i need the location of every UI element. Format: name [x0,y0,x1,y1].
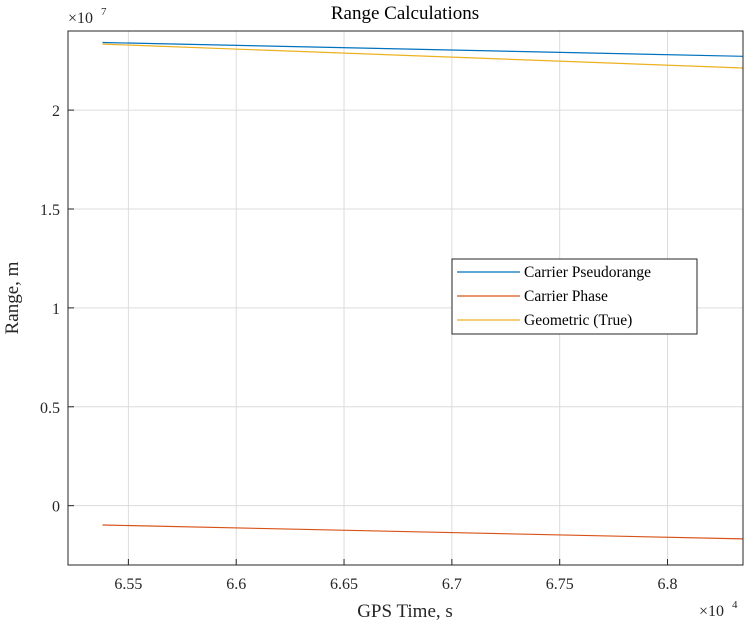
x-tick-label: 6.7 [442,576,462,593]
x-tick-label: 6.75 [546,576,574,593]
y-tick-label: 0 [52,499,60,516]
legend: Carrier Pseudorange Carrier Phase Geomet… [451,258,698,335]
x-tick-label: 6.55 [114,576,142,593]
y-tick-label: 0.5 [40,400,60,417]
series-line-pseudorange [102,41,744,57]
plot-area-frame [67,30,744,566]
y-exponent-base: ×10 [68,10,93,27]
series-line-geometric [102,43,744,69]
series-line-phase [102,524,744,540]
x-tick-label: 6.65 [330,576,358,593]
y-axis-label: Range, m [2,261,23,334]
x-tick-label: 6.6 [226,576,246,593]
chart-title: Range Calculations [331,3,479,24]
y-tick-label: 1 [52,301,60,318]
x-exponent-label: ×10 4 [699,599,738,620]
y-exponent-power: 7 [101,6,107,18]
x-axis-ticks: 6.55 6.6 6.65 6.7 6.75 6.8 [114,559,678,593]
x-tick-label: 6.8 [658,576,678,593]
legend-label-geometric: Geometric (True) [524,312,632,329]
legend-label-phase: Carrier Phase [524,288,608,305]
x-axis-label: GPS Time, s [357,601,453,622]
y-axis-ticks: 0 0.5 1 1.5 2 [40,103,74,516]
x-exponent-power: 4 [732,599,738,611]
y-tick-label: 2 [52,103,60,120]
legend-label-pseudorange: Carrier Pseudorange [524,264,651,281]
x-exponent-base: ×10 [699,603,724,620]
y-tick-label: 1.5 [40,202,60,219]
y-exponent-label: ×10 7 [68,6,107,27]
series-lines [102,41,744,540]
